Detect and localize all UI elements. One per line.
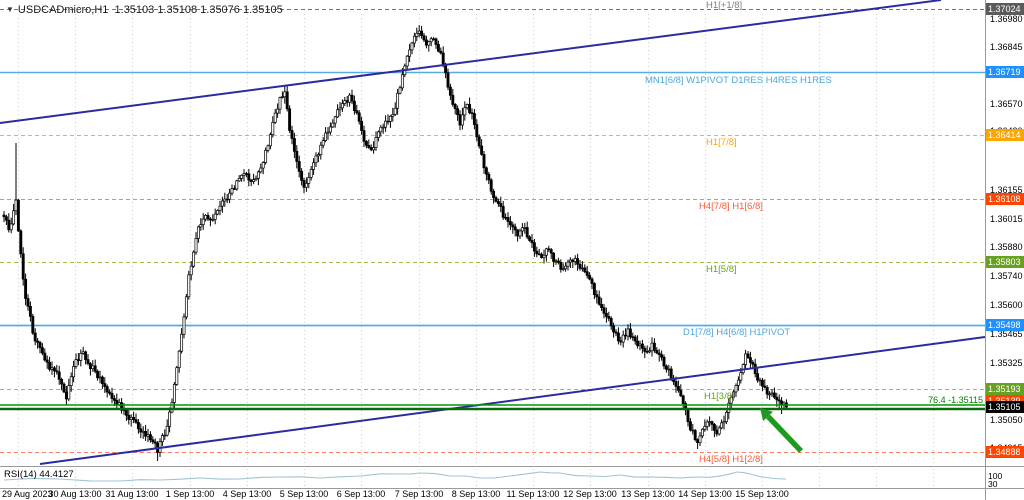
current-price-badge: 1.35105 — [986, 401, 1024, 413]
rsi-indicator-line — [3, 471, 787, 482]
price-axis-tick: 1.35880 — [990, 242, 1023, 252]
level-lines-layer — [0, 9, 985, 453]
time-axis-label: 12 Sep 13:00 — [563, 489, 617, 499]
time-axis-label: 8 Sep 13:00 — [451, 489, 501, 499]
time-axis-label: 7 Sep 13:00 — [394, 489, 444, 499]
price-level-badge: 1.36108 — [986, 193, 1024, 205]
fib-retracement-label: 76.4 -1.35115 — [928, 395, 983, 405]
price-level-badge: 1.35193 — [986, 383, 1024, 395]
candles-layer — [2, 25, 788, 461]
price-axis-tick: 1.35600 — [990, 300, 1023, 310]
time-axis-label: 14 Sep 13:00 — [678, 489, 732, 499]
price-level-badge: 1.36414 — [986, 129, 1024, 141]
price-axis-tick: 1.35465 — [990, 329, 1023, 339]
price-axis-tick: 1.35050 — [990, 415, 1023, 425]
price-axis-tick: 1.35740 — [990, 271, 1023, 281]
time-axis-label: 4 Sep 13:00 — [222, 489, 272, 499]
price-level-badge: 1.35803 — [986, 256, 1024, 268]
buy-signal-arrow[interactable] — [760, 408, 803, 453]
pivot-level-label: D1[7/8] H4[6/8] H1PIVOT — [683, 327, 791, 338]
price-level-badge: 1.37024 — [986, 3, 1024, 15]
time-axis-label: 1 Sep 13:00 — [165, 489, 215, 499]
fibonacci-lines-layer[interactable] — [0, 404, 985, 411]
time-axis-label: 13 Sep 13:00 — [621, 489, 675, 499]
pivot-level-label: H1[+1/8] — [706, 0, 743, 11]
price-axis-tick: 1.36015 — [990, 214, 1023, 224]
chart-title[interactable]: ▼ USDCADmicro,H1 1.35103 1.35108 1.35076 … — [6, 4, 283, 16]
price-axis-tick: 1.36980 — [990, 14, 1023, 24]
pivot-level-label: H1[7/8] — [706, 137, 737, 148]
pivot-level-label: H4[7/8] H1[6/8] — [699, 201, 763, 212]
time-axis-label: 6 Sep 13:00 — [336, 489, 386, 499]
trendlines-layer[interactable] — [0, 0, 986, 465]
time-axis-label: 5 Sep 13:00 — [279, 489, 329, 499]
price-level-badge: 1.34888 — [986, 446, 1024, 458]
pivot-level-label: H1[5/8] — [706, 264, 737, 275]
rsi-scale-min: 30 — [988, 479, 998, 489]
time-axis-label: 15 Sep 13:00 — [735, 489, 789, 499]
chart-symbol-period: USDCADmicro,H1 — [17, 4, 109, 16]
chart-dropdown-icon[interactable]: ▼ — [6, 5, 14, 14]
rsi-indicator-label: RSI(14) 44.4127 — [4, 469, 74, 480]
time-axis-label: 30 Aug 13:00 — [48, 489, 102, 499]
chart-ohlc-values: 1.35103 1.35108 1.35076 1.35105 — [114, 4, 283, 16]
price-level-badge: 1.35498 — [986, 319, 1024, 331]
time-axis-label: 29 Aug 2023 — [2, 489, 53, 499]
price-level-badge: 1.36719 — [986, 66, 1024, 78]
pivot-level-label: H1[3/8] — [704, 391, 735, 402]
price-axis-tick: 1.36570 — [990, 99, 1023, 109]
time-axis-label: 11 Sep 13:00 — [506, 489, 560, 499]
pivot-level-label: MN1[6/8] W1PIVOT D1RES H4RES H1RES — [645, 75, 832, 86]
price-axis-tick: 1.36155 — [990, 185, 1023, 195]
rsi-scale-max: 100 — [988, 471, 1003, 481]
price-axis-tick: 1.35325 — [990, 358, 1023, 368]
price-axis-tick: 1.36845 — [990, 42, 1023, 52]
time-axis-label: 31 Aug 13:00 — [105, 489, 159, 499]
pivot-level-label: H4[5/8] H1[2/8] — [699, 454, 763, 465]
